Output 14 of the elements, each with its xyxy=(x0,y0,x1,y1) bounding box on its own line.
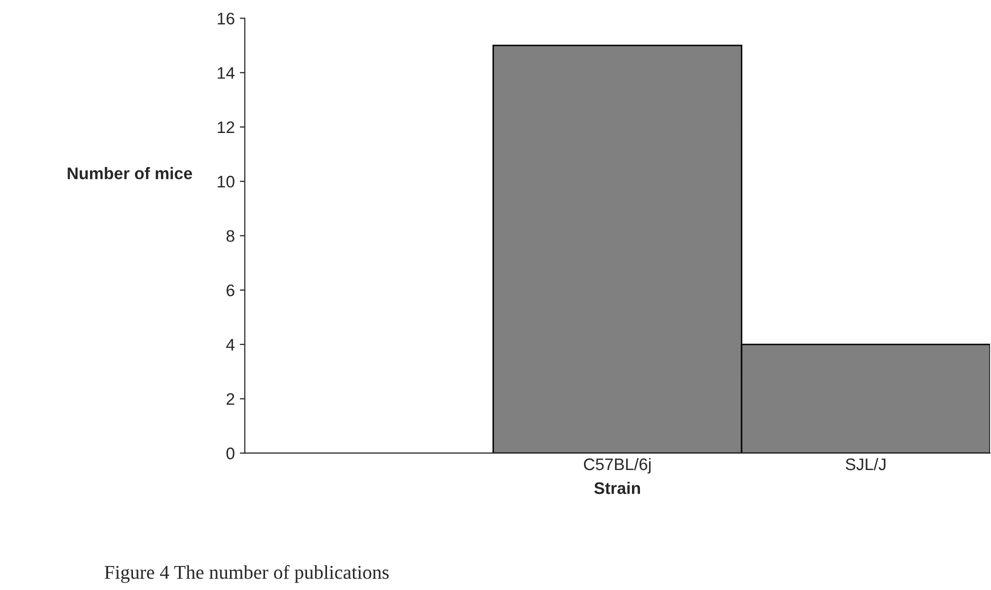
y-tick-label: 16 xyxy=(218,12,234,24)
y-tick-label: 14 xyxy=(218,67,235,79)
y-tick-label: 6 xyxy=(226,284,234,296)
y-tick-label: 8 xyxy=(226,230,234,242)
x-axis-title: Strain xyxy=(594,482,640,494)
y-tick-label: 12 xyxy=(218,121,234,134)
y-tick-label: 10 xyxy=(218,176,234,188)
x-tick-label: SJL/J xyxy=(846,458,886,470)
caption: Figure 4 The number of publications xyxy=(104,565,389,583)
x-tick-label: C57BL/6j xyxy=(584,458,651,474)
y-axis-title: Number of mice xyxy=(68,167,192,180)
y-tick-label: 0 xyxy=(226,448,234,460)
y-tick-label: 4 xyxy=(226,338,235,350)
y-tick-label: 2 xyxy=(226,393,234,405)
